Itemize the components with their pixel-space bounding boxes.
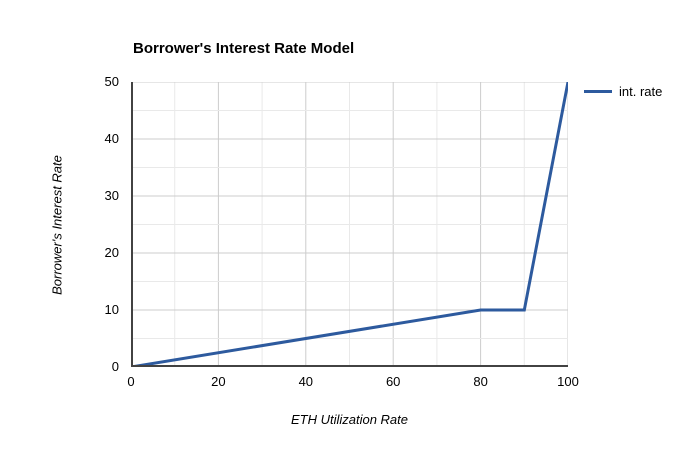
x-axis-title: ETH Utilization Rate bbox=[290, 412, 409, 427]
y-tick-label: 40 bbox=[104, 131, 119, 146]
plot-svg bbox=[131, 82, 568, 367]
x-tick-label: 60 bbox=[385, 374, 401, 389]
legend-label: int. rate bbox=[619, 84, 663, 99]
y-tick-label: 10 bbox=[104, 302, 119, 317]
x-tick-label: 40 bbox=[298, 374, 314, 389]
y-tick-label: 30 bbox=[104, 188, 119, 203]
y-tick-label: 20 bbox=[104, 245, 119, 260]
y-axis-title: Borrower's Interest Rate bbox=[49, 155, 65, 295]
x-tick-label: 20 bbox=[211, 374, 226, 389]
x-tick-label: 80 bbox=[473, 374, 488, 389]
chart-title: Borrower's Interest Rate Model bbox=[133, 40, 355, 57]
legend-line-swatch bbox=[584, 90, 612, 93]
x-tick-label: 0 bbox=[127, 374, 135, 389]
y-tick-label: 50 bbox=[104, 74, 119, 89]
y-tick-label: 0 bbox=[111, 359, 119, 374]
series-line bbox=[131, 82, 568, 367]
legend: int. rate bbox=[584, 84, 662, 99]
x-tick-label: 100 bbox=[557, 374, 579, 389]
plot-area bbox=[131, 82, 568, 367]
